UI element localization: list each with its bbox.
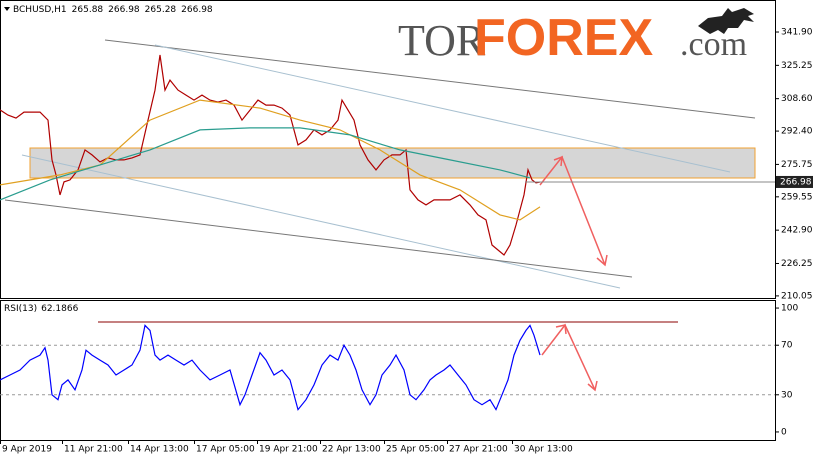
- y-tick-label: 30: [781, 390, 793, 400]
- symbol: BCHUSD,H1: [13, 5, 67, 15]
- watermark-tor: TOR: [398, 16, 486, 65]
- resistance-zone: [29, 147, 756, 179]
- y-tick-label: 70: [781, 341, 793, 351]
- rsi-pane: [0, 300, 776, 441]
- y-tick-label: 259.55: [781, 192, 813, 202]
- watermark-forex: FOREX: [474, 9, 653, 67]
- y-tick-label: 275.75: [781, 160, 813, 170]
- series-line: [0, 54, 541, 256]
- y-tick-label: 100: [781, 304, 798, 314]
- ohlc-value: 265.28: [145, 5, 177, 15]
- indicator-value: 62.1866: [41, 304, 78, 314]
- y-tick-label: 325.25: [781, 61, 813, 71]
- y-tick-label: 292.40: [781, 127, 813, 137]
- x-tick-label: 30 Apr 13:00: [514, 445, 573, 455]
- y-tick-label: 242.90: [781, 226, 813, 236]
- pane-arrow: [4, 7, 10, 11]
- bull-logo: [698, 8, 754, 34]
- ohlc-value: 265.88: [72, 5, 104, 15]
- ohlc-value: 266.98: [181, 5, 213, 15]
- x-tick-label: 27 Apr 21:00: [449, 445, 508, 455]
- rsi-header: RSI(13) 62.1866: [4, 304, 79, 314]
- x-tick-label: 25 Apr 05:00: [386, 445, 445, 455]
- channel-line: [104, 39, 756, 119]
- x-tick-label: 17 Apr 05:00: [196, 445, 255, 455]
- ohlc-value: 266.98: [108, 5, 140, 15]
- channel-line: [21, 154, 621, 289]
- y-tick-label: 226.25: [781, 259, 813, 269]
- channel-line: [154, 44, 731, 173]
- x-tick-label: 11 Apr 21:00: [64, 445, 123, 455]
- x-tick-label: 9 Apr 2019: [2, 445, 52, 455]
- x-tick-label: 14 Apr 13:00: [130, 445, 189, 455]
- y-tick-label: 341.90: [781, 28, 813, 38]
- y-tick-label: 210.05: [781, 291, 813, 301]
- series-line: [0, 99, 541, 221]
- y-tick-label: 308.60: [781, 94, 813, 104]
- x-tick-label: 22 Apr 13:00: [322, 445, 381, 455]
- price-pane: [0, 0, 776, 299]
- last-price-label: 266.98: [780, 177, 812, 187]
- series-line: [0, 324, 541, 411]
- indicator-name: RSI(13): [4, 304, 37, 314]
- channel-line: [4, 199, 633, 278]
- y-tick-label: 0: [781, 427, 787, 437]
- series-line: [0, 127, 531, 201]
- x-tick-label: 19 Apr 21:00: [259, 445, 318, 455]
- forecast-arrows: [539, 155, 608, 392]
- last-price-box: [776, 175, 813, 188]
- price-header: BCHUSD,H1 265.88 266.98 265.28 266.98: [13, 5, 213, 15]
